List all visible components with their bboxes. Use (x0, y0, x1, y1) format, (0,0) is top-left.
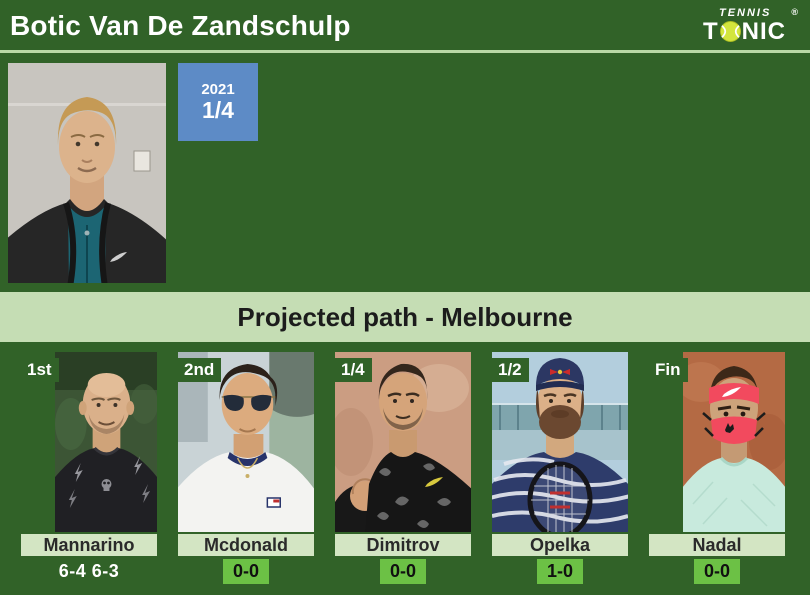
head-to-head-score: 6-4 6-3 (58, 561, 120, 581)
record-row: 0-0 (649, 559, 785, 584)
botic-portrait (8, 63, 166, 283)
opponent-card-dimitrov[interactable]: 1/4 (335, 352, 471, 584)
head-to-head-score: 0-0 (222, 559, 269, 584)
round-label: 1/2 (492, 358, 529, 382)
nadal-portrait (683, 352, 785, 532)
record-row: 1-0 (492, 559, 628, 584)
year-value: 2021 (201, 81, 235, 98)
mannarino-portrait (55, 352, 157, 532)
year-result-box: 2021 1/4 (178, 63, 258, 141)
logo-letters-nic: NIC (741, 17, 786, 45)
registered-mark: ® (791, 6, 798, 17)
projected-path-cards: 1st (0, 342, 810, 595)
logo-word-tennis: TENNIS (718, 6, 772, 19)
opponent-photo-frame: 2nd (178, 352, 314, 532)
opponent-card-mannarino[interactable]: 1st (21, 352, 157, 584)
page-title: Botic Van De Zandschulp (10, 9, 351, 41)
header-separator (0, 50, 810, 53)
opponent-card-opelka[interactable]: 1/2 (492, 352, 628, 584)
logo-letter-t: T (702, 17, 719, 45)
round-label: 1st (21, 358, 59, 382)
opponent-name: Dimitrov (335, 534, 471, 556)
opponent-photo-frame: 1/4 (335, 352, 471, 532)
record-row: 0-0 (178, 559, 314, 584)
head-to-head-score: 0-0 (379, 559, 426, 584)
mcdonald-portrait (178, 352, 314, 532)
logo-word-tonic: T NIC (702, 17, 786, 45)
opponent-photo-frame: Fin (649, 352, 785, 532)
dimitrov-portrait (335, 352, 471, 532)
head-to-head-score: 0-0 (693, 559, 740, 584)
main-player-photo (8, 63, 166, 283)
opponent-card-nadal[interactable]: Fin (649, 352, 785, 584)
record-row: 6-4 6-3 (21, 559, 157, 584)
round-label: 1/4 (335, 358, 372, 382)
record-row: 0-0 (335, 559, 471, 584)
opponent-name: Nadal (649, 534, 785, 556)
head-to-head-score: 1-0 (536, 559, 583, 584)
opponent-name: Mcdonald (178, 534, 314, 556)
header-bar: Botic Van De Zandschulp TENNIS T NIC ® (0, 0, 810, 51)
opelka-portrait (492, 352, 628, 532)
tennis-ball-icon (719, 21, 741, 42)
tennis-tonic-logo[interactable]: TENNIS T NIC ® (702, 6, 798, 45)
banner-title: Projected path - Melbourne (237, 301, 573, 332)
opponent-name: Mannarino (21, 534, 157, 556)
result-value: 1/4 (202, 97, 234, 123)
opponent-card-mcdonald[interactable]: 2nd (178, 352, 314, 584)
opponent-name: Opelka (492, 534, 628, 556)
opponent-photo-frame: 1st (21, 352, 157, 532)
round-label: Fin (649, 358, 688, 382)
opponent-photo-frame: 1/2 (492, 352, 628, 532)
profile-section: 2021 1/4 (0, 53, 810, 292)
section-banner: Projected path - Melbourne (0, 292, 810, 342)
round-label: 2nd (178, 358, 222, 382)
